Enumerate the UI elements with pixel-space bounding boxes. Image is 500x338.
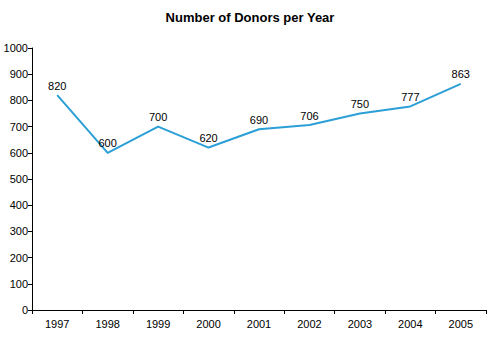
svg-text:620: 620: [199, 132, 217, 144]
svg-text:600: 600: [98, 137, 116, 149]
svg-text:800: 800: [10, 94, 28, 106]
svg-text:863: 863: [452, 68, 470, 80]
svg-text:1998: 1998: [95, 318, 119, 330]
svg-text:777: 777: [401, 91, 419, 103]
svg-text:2000: 2000: [196, 318, 220, 330]
svg-text:900: 900: [10, 68, 28, 80]
svg-text:700: 700: [10, 121, 28, 133]
svg-text:600: 600: [10, 147, 28, 159]
svg-text:690: 690: [250, 114, 268, 126]
svg-text:200: 200: [10, 252, 28, 264]
svg-text:750: 750: [351, 98, 369, 110]
svg-text:2004: 2004: [398, 318, 422, 330]
svg-text:0: 0: [22, 304, 28, 316]
svg-text:Number of Donors per Year: Number of Donors per Year: [166, 10, 335, 25]
svg-text:1997: 1997: [45, 318, 69, 330]
svg-text:820: 820: [48, 80, 66, 92]
svg-text:1000: 1000: [4, 42, 28, 54]
svg-text:2002: 2002: [297, 318, 321, 330]
svg-text:1999: 1999: [146, 318, 170, 330]
svg-text:2003: 2003: [348, 318, 372, 330]
svg-text:100: 100: [10, 278, 28, 290]
svg-text:2005: 2005: [449, 318, 473, 330]
svg-text:400: 400: [10, 199, 28, 211]
svg-text:300: 300: [10, 225, 28, 237]
svg-text:706: 706: [300, 110, 318, 122]
svg-text:500: 500: [10, 173, 28, 185]
svg-text:2001: 2001: [247, 318, 271, 330]
svg-text:700: 700: [149, 111, 167, 123]
